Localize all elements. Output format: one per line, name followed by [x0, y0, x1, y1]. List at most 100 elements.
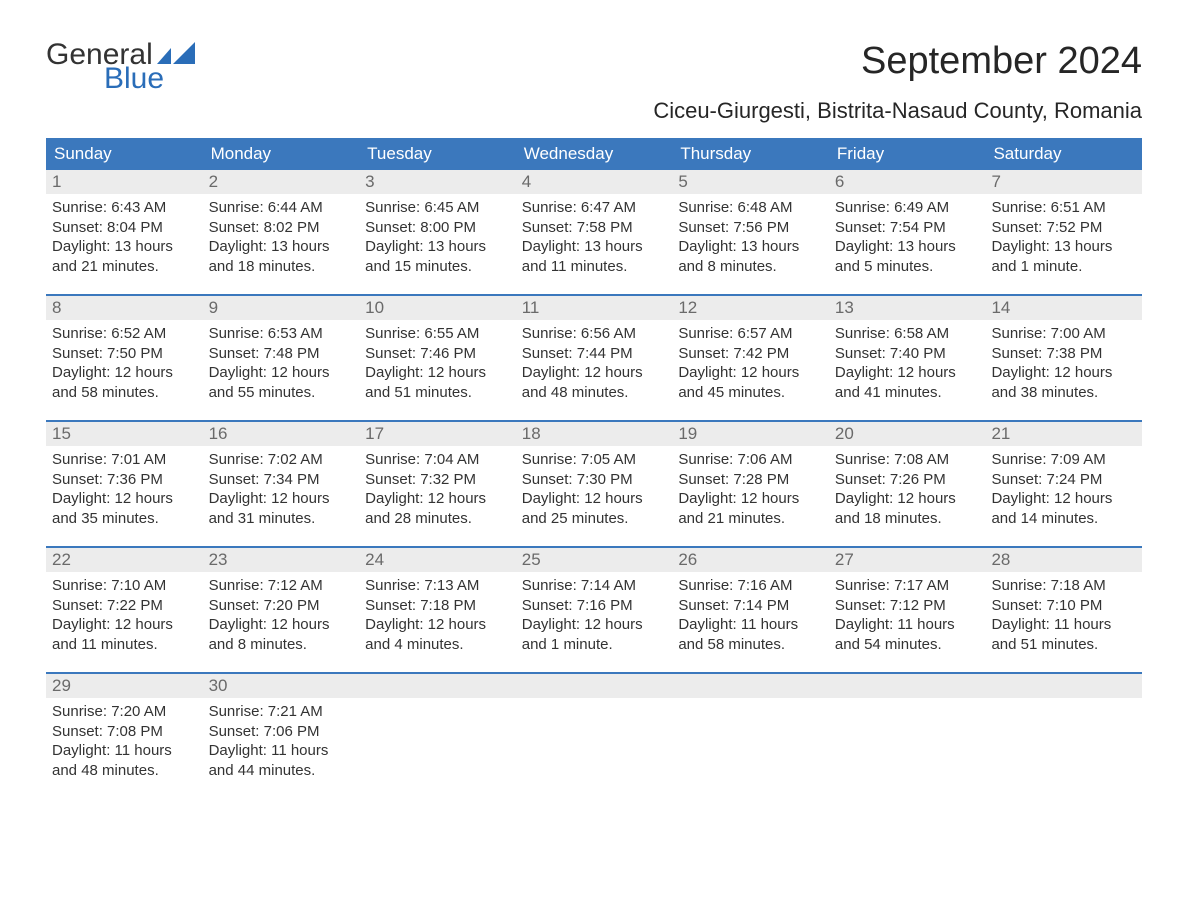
sunset-text: Sunset: 7:26 PM [835, 470, 980, 490]
calendar-day: 14Sunrise: 7:00 AMSunset: 7:38 PMDayligh… [985, 296, 1142, 414]
daylight-text-2: and 1 minute. [991, 257, 1136, 277]
sunrise-text: Sunrise: 6:48 AM [678, 198, 823, 218]
sunset-text: Sunset: 7:18 PM [365, 596, 510, 616]
day-details: Sunrise: 6:44 AMSunset: 8:02 PMDaylight:… [203, 194, 360, 276]
daylight-text-1: Daylight: 11 hours [835, 615, 980, 635]
day-details: Sunrise: 6:53 AMSunset: 7:48 PMDaylight:… [203, 320, 360, 402]
daylight-text-1: Daylight: 12 hours [678, 489, 823, 509]
calendar-week: 1Sunrise: 6:43 AMSunset: 8:04 PMDaylight… [46, 170, 1142, 288]
calendar-day: 8Sunrise: 6:52 AMSunset: 7:50 PMDaylight… [46, 296, 203, 414]
sunset-text: Sunset: 7:06 PM [209, 722, 354, 742]
daylight-text-1: Daylight: 13 hours [678, 237, 823, 257]
calendar-week: 29Sunrise: 7:20 AMSunset: 7:08 PMDayligh… [46, 672, 1142, 792]
daylight-text-1: Daylight: 13 hours [52, 237, 197, 257]
daylight-text-1: Daylight: 12 hours [52, 363, 197, 383]
day-number: 9 [209, 298, 218, 317]
daylight-text-2: and 21 minutes. [678, 509, 823, 529]
calendar-day: 0 [829, 674, 986, 792]
sunset-text: Sunset: 7:14 PM [678, 596, 823, 616]
sunset-text: Sunset: 7:40 PM [835, 344, 980, 364]
day-details: Sunrise: 6:56 AMSunset: 7:44 PMDaylight:… [516, 320, 673, 402]
calendar-day: 24 Sunrise: 7:13 AMSunset: 7:18 PMDayligh… [359, 548, 516, 666]
daylight-text-2: and 4 minutes. [365, 635, 510, 655]
day-number: 1 [52, 172, 61, 191]
day-details: Sunrise: 7:21 AMSunset: 7:06 PMDaylight:… [203, 698, 360, 780]
daylight-text-1: Daylight: 11 hours [209, 741, 354, 761]
sunrise-text: Sunrise: 6:43 AM [52, 198, 197, 218]
sunset-text: Sunset: 8:04 PM [52, 218, 197, 238]
day-number: 2 [209, 172, 218, 191]
sunset-text: Sunset: 7:12 PM [835, 596, 980, 616]
day-details: Sunrise: 6:55 AMSunset: 7:46 PMDaylight:… [359, 320, 516, 402]
sunset-text: Sunset: 7:54 PM [835, 218, 980, 238]
calendar-day: 26Sunrise: 7:16 AMSunset: 7:14 PMDayligh… [672, 548, 829, 666]
day-number: 23 [209, 550, 228, 569]
sunrise-text: Sunrise: 6:49 AM [835, 198, 980, 218]
calendar-day: 18Sunrise: 7:05 AMSunset: 7:30 PMDayligh… [516, 422, 673, 540]
day-number: 12 [678, 298, 697, 317]
day-details: Sunrise: 7:06 AMSunset: 7:28 PMDaylight:… [672, 446, 829, 528]
sunset-text: Sunset: 7:10 PM [991, 596, 1136, 616]
sunset-text: Sunset: 7:22 PM [52, 596, 197, 616]
sunrise-text: Sunrise: 7:18 AM [991, 576, 1136, 596]
calendar-day: 16Sunrise: 7:02 AMSunset: 7:34 PMDayligh… [203, 422, 360, 540]
day-number: 28 [991, 550, 1010, 569]
day-details: Sunrise: 7:17 AMSunset: 7:12 PMDaylight:… [829, 572, 986, 654]
day-details: Sunrise: 6:47 AMSunset: 7:58 PMDaylight:… [516, 194, 673, 276]
daylight-text-1: Daylight: 11 hours [678, 615, 823, 635]
sunrise-text: Sunrise: 7:20 AM [52, 702, 197, 722]
calendar-day: 3Sunrise: 6:45 AMSunset: 8:00 PMDaylight… [359, 170, 516, 288]
weekday-header: Monday [203, 138, 360, 170]
weekday-header: Wednesday [516, 138, 673, 170]
calendar-day: 11Sunrise: 6:56 AMSunset: 7:44 PMDayligh… [516, 296, 673, 414]
sunset-text: Sunset: 7:34 PM [209, 470, 354, 490]
daylight-text-1: Daylight: 12 hours [991, 363, 1136, 383]
sunrise-text: Sunrise: 6:44 AM [209, 198, 354, 218]
daylight-text-1: Daylight: 13 hours [522, 237, 667, 257]
sunset-text: Sunset: 7:46 PM [365, 344, 510, 364]
weekday-header: Tuesday [359, 138, 516, 170]
day-details: Sunrise: 7:10 AMSunset: 7:22 PMDaylight:… [46, 572, 203, 654]
day-details: Sunrise: 7:16 AMSunset: 7:14 PMDaylight:… [672, 572, 829, 654]
sunrise-text: Sunrise: 7:16 AM [678, 576, 823, 596]
calendar-day: 20Sunrise: 7:08 AMSunset: 7:26 PMDayligh… [829, 422, 986, 540]
sunrise-text: Sunrise: 7:14 AM [522, 576, 667, 596]
logo: General Blue [46, 40, 201, 94]
daylight-text-2: and 58 minutes. [52, 383, 197, 403]
sunset-text: Sunset: 7:24 PM [991, 470, 1136, 490]
day-number: 21 [991, 424, 1010, 443]
calendar-day: 5 Sunrise: 6:48 AMSunset: 7:56 PMDaylight… [672, 170, 829, 288]
sunset-text: Sunset: 7:36 PM [52, 470, 197, 490]
sunrise-text: Sunrise: 7:17 AM [835, 576, 980, 596]
header: General Blue September 2024 [46, 40, 1142, 94]
daylight-text-2: and 14 minutes. [991, 509, 1136, 529]
location-subtitle: Ciceu-Giurgesti, Bistrita-Nasaud County,… [46, 98, 1142, 124]
daylight-text-1: Daylight: 12 hours [522, 615, 667, 635]
calendar-day: 30Sunrise: 7:21 AMSunset: 7:06 PMDayligh… [203, 674, 360, 792]
sunset-text: Sunset: 7:08 PM [52, 722, 197, 742]
day-details: Sunrise: 7:13 AMSunset: 7:18 PMDaylight:… [359, 572, 516, 654]
daylight-text-1: Daylight: 12 hours [209, 363, 354, 383]
calendar-day: 19Sunrise: 7:06 AMSunset: 7:28 PMDayligh… [672, 422, 829, 540]
day-details: Sunrise: 6:58 AMSunset: 7:40 PMDaylight:… [829, 320, 986, 402]
day-number: 24 [365, 550, 384, 569]
daylight-text-2: and 21 minutes. [52, 257, 197, 277]
calendar-day: 27Sunrise: 7:17 AMSunset: 7:12 PMDayligh… [829, 548, 986, 666]
daylight-text-2: and 15 minutes. [365, 257, 510, 277]
sunset-text: Sunset: 7:50 PM [52, 344, 197, 364]
sunrise-text: Sunrise: 7:02 AM [209, 450, 354, 470]
calendar-weeks: 1Sunrise: 6:43 AMSunset: 8:04 PMDaylight… [46, 170, 1142, 792]
daylight-text-1: Daylight: 12 hours [678, 363, 823, 383]
calendar-week: 22Sunrise: 7:10 AMSunset: 7:22 PMDayligh… [46, 546, 1142, 666]
day-number: 5 [678, 172, 687, 191]
day-number: 20 [835, 424, 854, 443]
calendar-day: 1 Sunrise: 6:43 AMSunset: 8:04 PMDaylight… [46, 170, 203, 288]
daylight-text-2: and 51 minutes. [991, 635, 1136, 655]
calendar-day: 28Sunrise: 7:18 AMSunset: 7:10 PMDayligh… [985, 548, 1142, 666]
day-details: Sunrise: 6:57 AMSunset: 7:42 PMDaylight:… [672, 320, 829, 402]
sunset-text: Sunset: 7:28 PM [678, 470, 823, 490]
daylight-text-2: and 5 minutes. [835, 257, 980, 277]
sunset-text: Sunset: 7:56 PM [678, 218, 823, 238]
daylight-text-2: and 31 minutes. [209, 509, 354, 529]
sunrise-text: Sunrise: 7:21 AM [209, 702, 354, 722]
